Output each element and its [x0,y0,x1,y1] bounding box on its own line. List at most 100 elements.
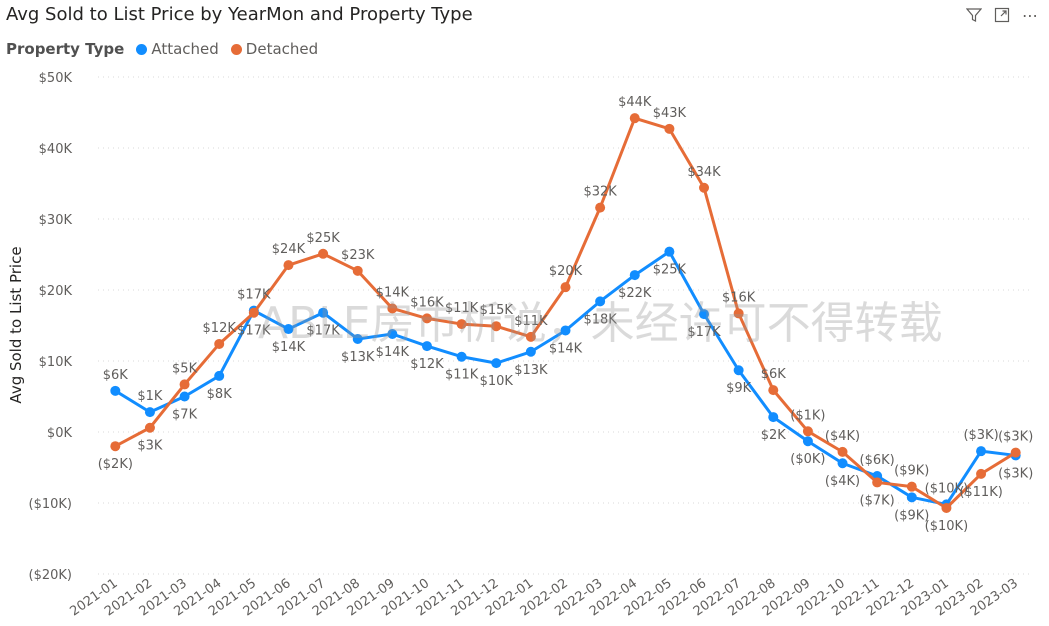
data-point-attached[interactable] [144,407,155,418]
data-label-attached: ($0K) [790,452,825,467]
data-point-detached[interactable] [629,113,640,124]
legend: Property Type Attached Detached [6,40,324,58]
data-label-detached: $20K [549,264,583,279]
y-tick-label: ($20K) [29,568,72,583]
data-point-attached[interactable] [733,365,744,376]
data-point-detached[interactable] [491,321,502,332]
data-point-detached[interactable] [214,338,225,349]
more-options-icon[interactable]: ⋯ [1022,5,1038,25]
data-label-attached: $14K [549,341,583,356]
data-label-attached: $12K [410,357,444,372]
data-label-detached: $12K [203,321,237,336]
data-point-detached[interactable] [179,379,190,390]
x-axis: 2021-012021-022021-032021-042021-052021-… [68,576,1021,619]
y-tick-label: $40K [39,142,73,157]
data-point-detached[interactable] [144,422,155,433]
data-point-detached[interactable] [802,426,813,437]
data-point-detached[interactable] [699,182,710,193]
data-label-detached: ($4K) [825,429,860,444]
data-point-attached[interactable] [664,246,675,257]
y-axis-title: Avg Sold to List Price [7,246,25,403]
data-label-detached: ($2K) [98,457,133,472]
data-point-attached[interactable] [629,270,640,281]
y-tick-label: $20K [39,284,73,299]
data-point-detached[interactable] [906,481,917,492]
data-point-attached[interactable] [387,329,398,340]
data-label-detached: $32K [583,185,617,200]
data-label-detached: $3K [137,439,163,454]
data-point-detached[interactable] [560,282,571,293]
data-label-detached: $16K [722,290,756,305]
data-point-attached[interactable] [560,325,571,336]
data-point-detached[interactable] [352,265,363,276]
gridlines [98,76,1033,575]
data-point-attached[interactable] [318,307,329,318]
data-point-detached[interactable] [110,441,121,452]
data-label-attached: $13K [341,350,375,365]
data-label-detached: $44K [618,95,652,110]
data-point-attached[interactable] [837,458,848,469]
data-point-detached[interactable] [976,468,987,479]
data-point-detached[interactable] [872,477,883,488]
data-point-detached[interactable] [1010,447,1021,458]
data-point-detached[interactable] [595,202,606,213]
filter-icon[interactable] [965,6,983,24]
data-label-detached: ($11K) [959,485,1002,500]
legend-item-detached[interactable]: Detached [230,40,319,58]
data-point-attached[interactable] [179,391,190,402]
data-label-attached: ($4K) [825,474,860,489]
data-label-detached: $23K [341,248,375,263]
data-point-detached[interactable] [421,313,432,324]
y-tick-label: $10K [39,355,73,370]
data-point-attached[interactable] [976,446,987,457]
data-label-detached: ($7K) [860,493,895,508]
data-point-detached[interactable] [768,385,779,396]
data-label-attached: $17K [306,324,340,339]
data-point-attached[interactable] [456,351,467,362]
data-label-attached: $8K [207,387,233,402]
data-point-attached[interactable] [283,324,294,335]
data-label-attached: $7K [172,408,198,423]
data-point-attached[interactable] [421,341,432,352]
data-label-detached: $6K [761,367,787,382]
data-label-detached: ($10K) [925,519,968,534]
data-point-detached[interactable] [837,446,848,457]
data-point-detached[interactable] [318,248,329,259]
data-label-attached: $18K [583,312,617,327]
data-label-attached: $25K [653,263,687,278]
data-point-attached[interactable] [110,385,121,396]
data-point-detached[interactable] [941,502,952,513]
data-point-attached[interactable] [525,346,536,357]
data-point-attached[interactable] [906,492,917,503]
data-point-attached[interactable] [595,296,606,307]
data-point-attached[interactable] [699,309,710,320]
visual-header-toolbar: ⋯ [965,5,1039,25]
data-label-detached: ($1K) [790,408,825,423]
data-label-attached: $17K [687,325,721,340]
data-label-attached: $14K [376,345,410,360]
data-point-detached[interactable] [525,331,536,342]
data-label-attached: $1K [137,389,163,404]
data-label-detached: $34K [687,165,721,180]
data-label-detached: $16K [410,295,444,310]
data-point-detached[interactable] [664,123,675,134]
data-point-attached[interactable] [352,333,363,344]
focus-mode-icon[interactable] [993,6,1011,24]
data-point-attached[interactable] [768,412,779,423]
data-point-detached[interactable] [387,303,398,314]
data-label-attached: $10K [480,374,514,389]
data-point-attached[interactable] [802,436,813,447]
legend-label-detached: Detached [245,40,319,58]
legend-item-attached[interactable]: Attached [136,40,219,58]
data-label-attached: ($3K) [998,466,1033,481]
data-point-attached[interactable] [491,358,502,369]
data-point-detached[interactable] [733,308,744,319]
chart-title: Avg Sold to List Price by YearMon and Pr… [6,4,473,25]
data-label-detached: ($3K) [998,430,1033,445]
data-label-detached: ($9K) [894,464,929,479]
data-point-attached[interactable] [214,370,225,381]
legend-marker-attached [136,43,148,55]
data-point-detached[interactable] [248,307,259,318]
data-point-detached[interactable] [456,319,467,330]
data-point-detached[interactable] [283,260,294,271]
